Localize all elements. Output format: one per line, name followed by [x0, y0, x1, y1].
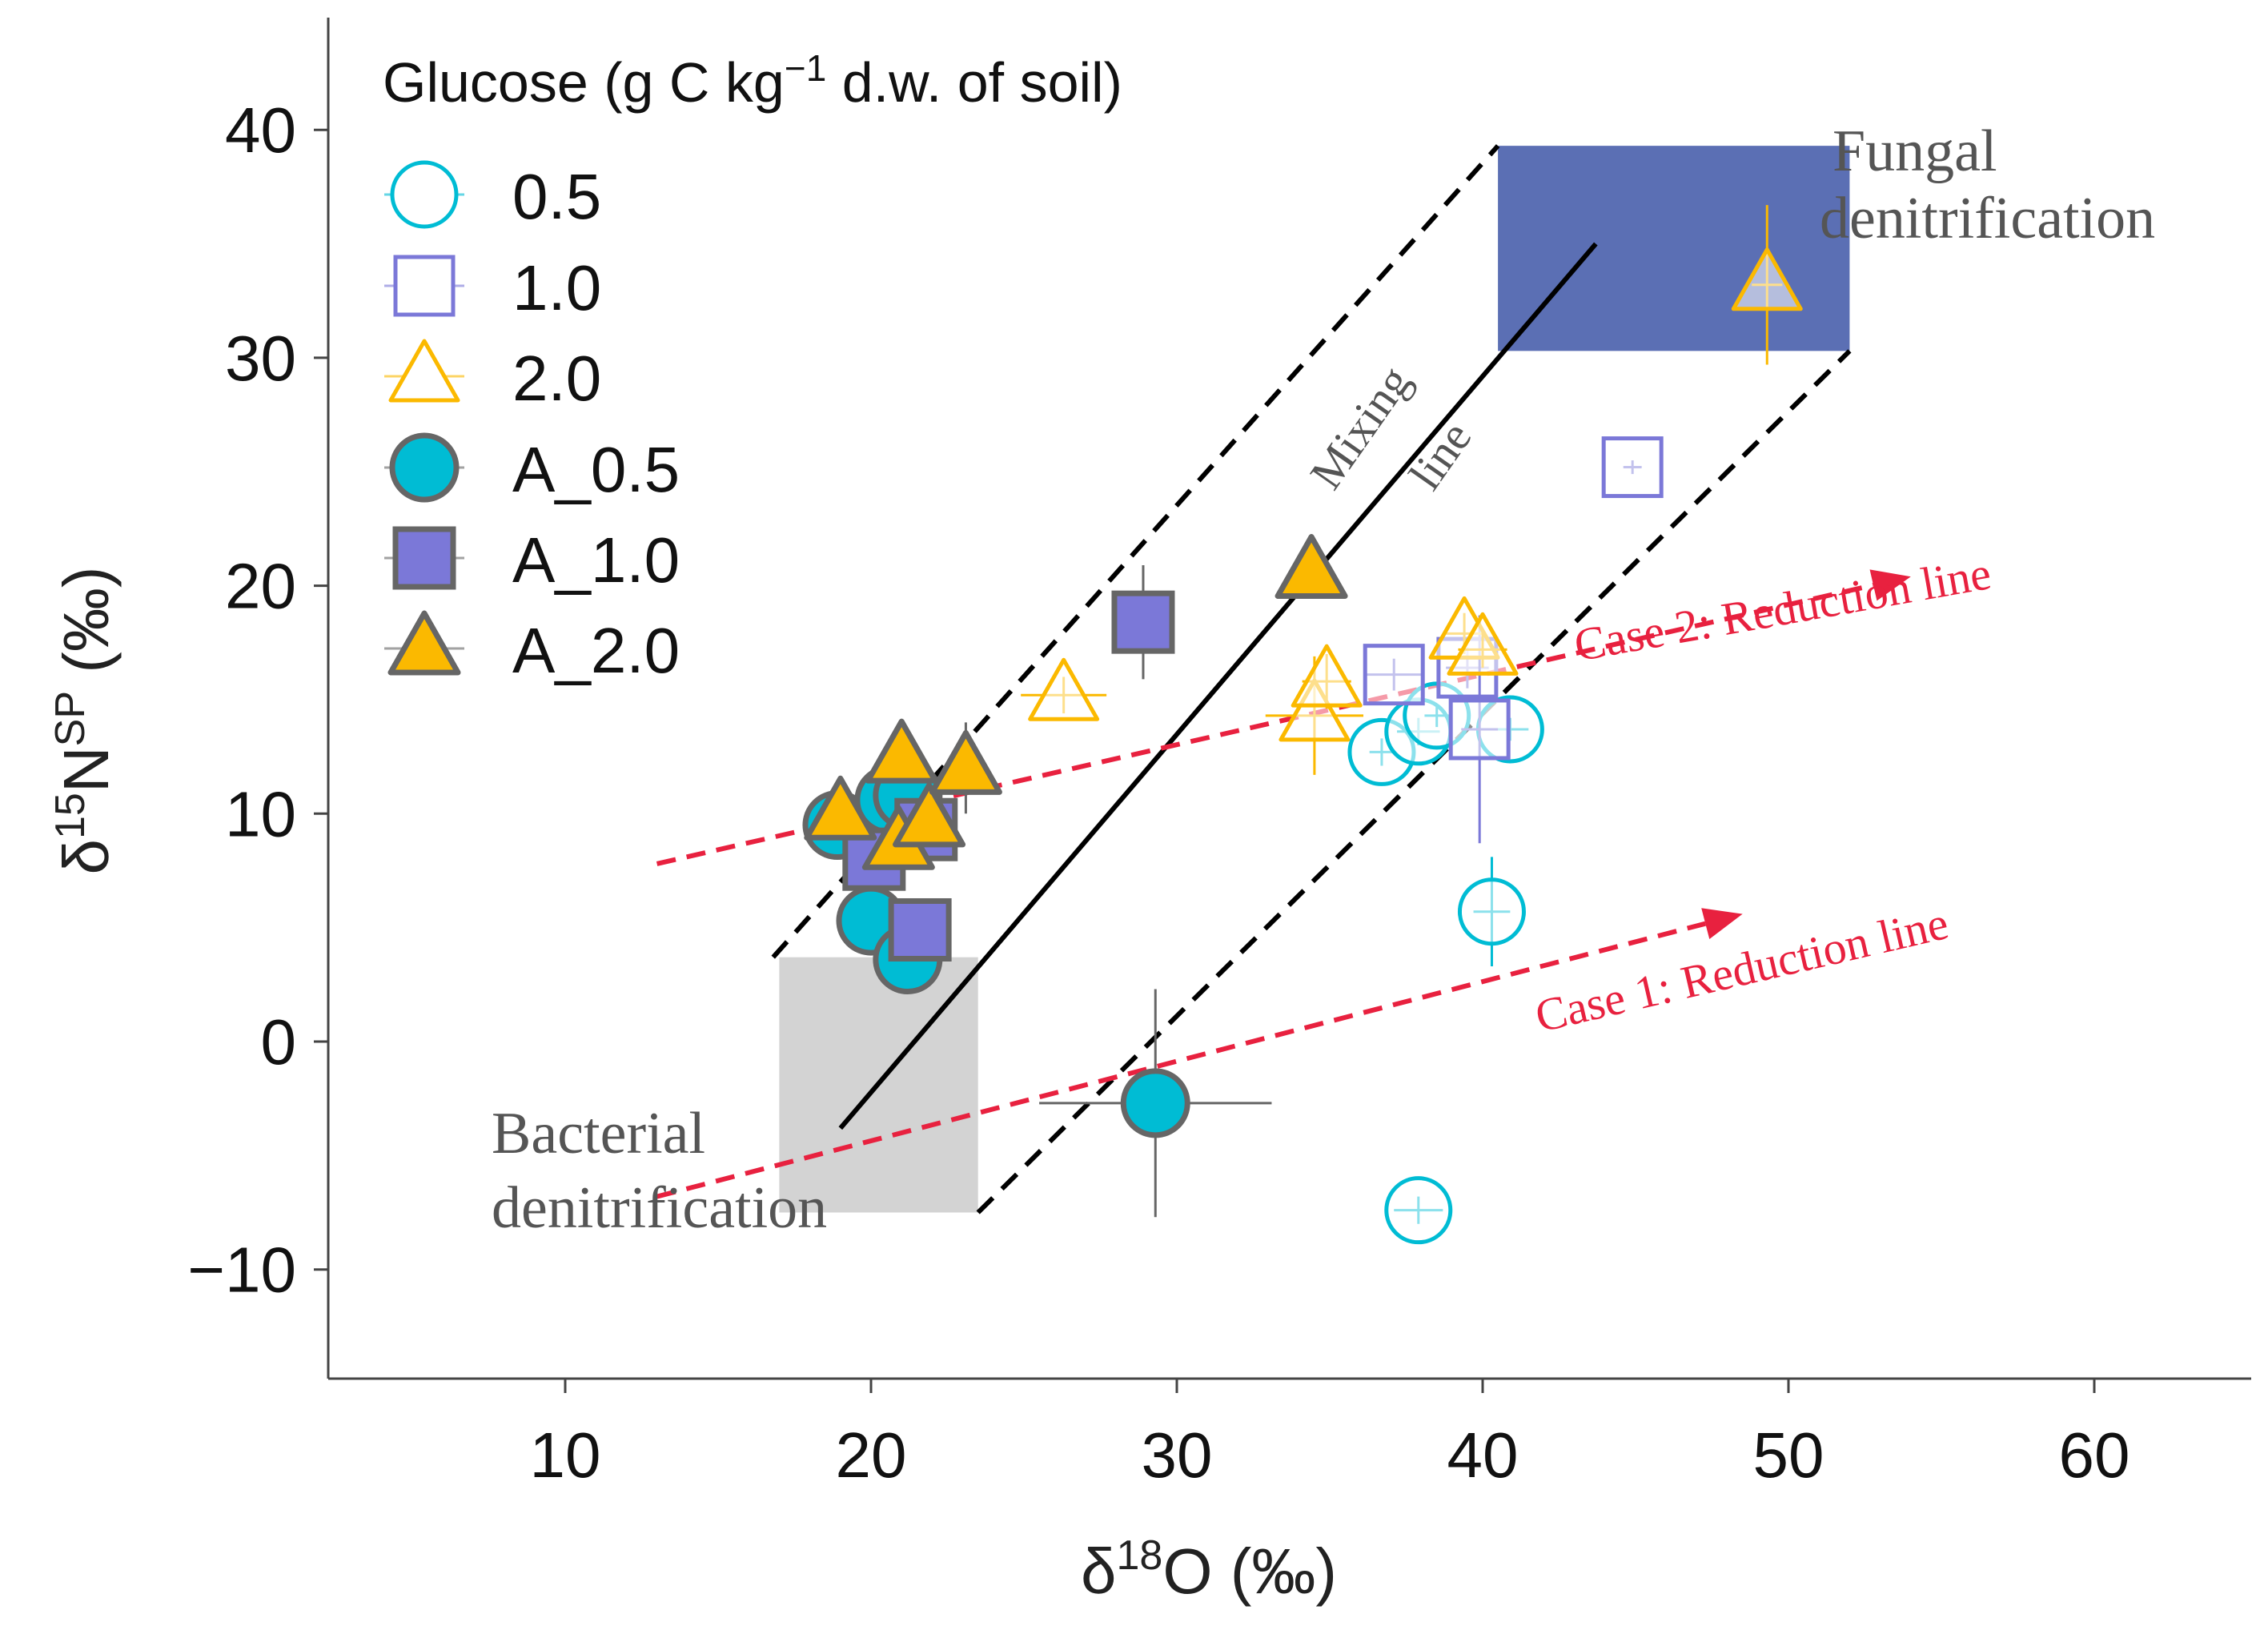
point-20 — [1279, 678, 1351, 742]
x-axis-title-rest: O (‰) — [1162, 1536, 1337, 1607]
x-tick-label: 40 — [1447, 1419, 1519, 1491]
legend-symbol-circle — [389, 432, 460, 503]
region-fungal — [1498, 146, 1850, 351]
x-tick-label: 60 — [2059, 1419, 2130, 1491]
point-05 — [1384, 1176, 1453, 1245]
x-tick-label: 50 — [1753, 1419, 1824, 1491]
point-10 — [1601, 436, 1664, 499]
point-a-20 — [929, 729, 1002, 795]
legend-label-5: A_2.0 — [512, 615, 680, 686]
legend-label-4: A_1.0 — [512, 524, 680, 596]
bacterial-region-label-line1: Bacterial — [492, 1101, 705, 1166]
y-tick-label: 30 — [225, 323, 296, 394]
y-axis-title-mid: N — [50, 746, 122, 793]
point-20 — [1731, 247, 1803, 311]
point-a-10 — [1111, 590, 1175, 654]
point-a-20 — [1274, 534, 1348, 600]
legend-label-2: 2.0 — [512, 343, 601, 414]
legend-title-sup: −1 — [785, 47, 826, 89]
point-a-20 — [804, 775, 877, 841]
legend-symbol-triangle — [387, 610, 461, 676]
point-20 — [1028, 657, 1100, 721]
point-a-10 — [888, 897, 952, 962]
x-tick-label: 20 — [836, 1419, 907, 1491]
point-20 — [1291, 644, 1363, 708]
y-axis-title-sup2: SP — [47, 691, 94, 746]
legend-symbol-square — [392, 526, 456, 590]
mixing-bound-lower — [976, 349, 1852, 1214]
legend-label-3: A_0.5 — [512, 434, 680, 505]
point-a-05 — [1120, 1068, 1190, 1138]
ticks-layer: 10 20 30 40 50 60 −10 0 10 20 30 40 — [187, 94, 2130, 1491]
y-tick-label: 20 — [225, 551, 296, 622]
x-axis-title: δ18O (‰) — [1081, 1532, 1337, 1607]
mixing-line — [838, 242, 1598, 1130]
point-10 — [1448, 698, 1511, 761]
point-05 — [1457, 877, 1526, 946]
x-axis-title-base: δ — [1081, 1536, 1117, 1607]
legend-title-prefix: Glucose (g C kg — [383, 51, 785, 114]
y-tick-label: −10 — [187, 1235, 296, 1306]
y-axis-title-base: δ — [50, 839, 122, 875]
y-tick-label: 0 — [261, 1006, 297, 1078]
reduction-line-case2 — [656, 583, 1874, 866]
point-10 — [1363, 644, 1425, 706]
y-axis-title-rest: (‰) — [50, 566, 122, 691]
x-tick-label: 10 — [530, 1419, 601, 1491]
fungal-region-label-line2: denitrification — [1820, 186, 2155, 251]
point-20 — [1447, 612, 1519, 676]
legend: Glucose (g C kg−1 d.w. of soil) 0.5 1.0 … — [383, 47, 1122, 686]
y-tick-label: 40 — [225, 94, 296, 166]
legend-symbol-triangle — [388, 339, 460, 403]
legend-symbol-circle — [390, 160, 459, 229]
legend-label-0: 0.5 — [512, 161, 601, 232]
fungal-region-label-line1: Fungal — [1832, 118, 1997, 184]
bacterial-region-label-line2: denitrification — [492, 1175, 827, 1241]
points-layer — [802, 205, 1803, 1245]
reduction-arrowhead-case2 — [1869, 569, 1911, 601]
y-axis-title-sup1: 15 — [47, 793, 94, 839]
x-axis-title-sup: 18 — [1116, 1532, 1162, 1579]
legend-title-suffix: d.w. of soil) — [826, 51, 1122, 114]
legend-label-1: 1.0 — [512, 252, 601, 323]
point-a-20 — [865, 718, 938, 784]
y-tick-label: 10 — [225, 778, 296, 849]
x-tick-label: 30 — [1142, 1419, 1213, 1491]
reduction-arrowhead-case1 — [1701, 908, 1743, 940]
y-axis-title: δ15NSP (‰) — [47, 566, 122, 874]
legend-symbol-square — [393, 255, 456, 317]
legend-symbols — [384, 160, 464, 676]
point-a-20 — [893, 782, 966, 848]
legend-title: Glucose (g C kg−1 d.w. of soil) — [383, 47, 1122, 114]
